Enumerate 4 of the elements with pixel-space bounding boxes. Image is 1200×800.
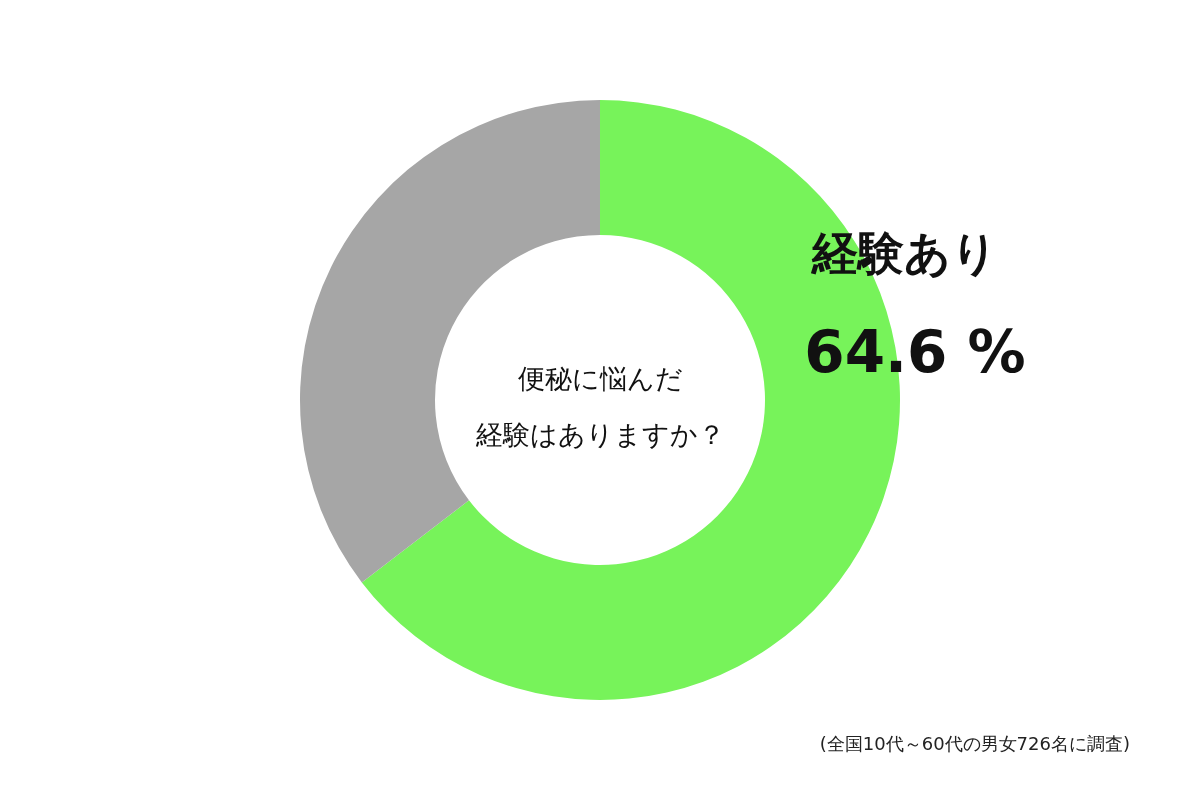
text: (全国10代～60代の男女726名に調査) (819, 733, 1130, 754)
text: 経験はありますか？ (474, 419, 725, 450)
slice-label: 経験あり (810, 226, 998, 280)
text: 便秘に悩んだ (517, 363, 683, 394)
